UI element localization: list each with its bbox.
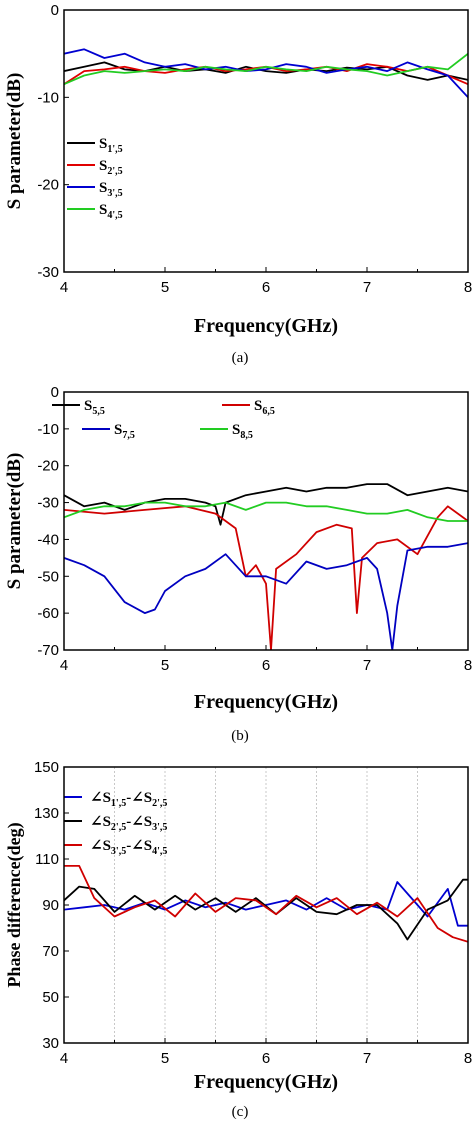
- x-tick-label-b: 4: [60, 657, 68, 674]
- y-tick-label-a: 0: [51, 2, 59, 19]
- legend-label-b-2: S6,5: [254, 398, 275, 417]
- x-tick-label-c: 4: [60, 1050, 68, 1067]
- y-tick-label-c: 30: [42, 1035, 59, 1052]
- y-tick-label-c: 150: [34, 759, 59, 776]
- legend-label-c-3: ∠S3',5-∠S4',5: [90, 838, 167, 857]
- x-tick-label-a: 7: [363, 279, 371, 296]
- legend-label-b-3: S7,5: [114, 422, 135, 441]
- series-line-b-3: [64, 542, 468, 650]
- plot-frame-a: [63, 9, 469, 273]
- caption-b: (b): [231, 728, 249, 744]
- y-tick-label-b: -10: [37, 421, 59, 438]
- panel-b: S parameter(dB) Frequency(GHz) (b) 4 5 6 7 8…: [4, 384, 472, 744]
- legend-label-c-2: ∠S2',5-∠S3',5: [90, 814, 167, 833]
- series-line-a-3: [64, 48, 468, 98]
- legend-label-a-3: S3',5: [99, 180, 123, 199]
- x-tick-label-a: 5: [161, 279, 169, 296]
- legend-label-a-2: S2',5: [99, 158, 123, 177]
- x-tick-label-b: 8: [464, 657, 472, 674]
- ylabel-b: S parameter(dB): [4, 453, 25, 590]
- panel-a: S parameter(dB) Frequency(GHz) (a) 4 5 6 7 8…: [4, 2, 472, 366]
- y-tick-label-b: 0: [51, 384, 59, 401]
- x-tick-label-b: 5: [161, 657, 169, 674]
- y-tick-label-c: 70: [42, 943, 59, 960]
- ylabel-a: S parameter(dB): [4, 73, 25, 210]
- caption-c: (c): [232, 1104, 249, 1120]
- y-tick-label-b: -30: [37, 495, 59, 512]
- series-line-b-1: [64, 483, 468, 526]
- series-line-b-4: [64, 501, 468, 522]
- y-tick-label-b: -20: [37, 458, 59, 475]
- legend-label-c-1: ∠S1',5-∠S2',5: [90, 790, 167, 809]
- plot-frame-b: [63, 391, 469, 651]
- xlabel-b: Frequency(GHz): [194, 691, 338, 713]
- y-tick-label-c: 110: [35, 851, 59, 868]
- x-tick-label-a: 6: [262, 279, 270, 296]
- panel-c: Phase difference(deg) Frequency(GHz) (c)…: [4, 759, 472, 1120]
- series-line-c-3: [64, 865, 468, 943]
- x-tick-label-a: 8: [464, 279, 472, 296]
- legend-label-a-4: S4',5: [99, 202, 123, 221]
- x-tick-label-b: 7: [363, 657, 371, 674]
- legend-label-b-4: S8,5: [232, 422, 253, 441]
- plot-frame-c: [63, 766, 469, 1044]
- y-tick-label-c: 90: [42, 897, 59, 914]
- legend-label-b-1: S5,5: [84, 398, 105, 417]
- legend-label-a-1: S1',5: [99, 136, 123, 155]
- series-line-a-4: [64, 52, 468, 86]
- xlabel-c: Frequency(GHz): [194, 1071, 338, 1093]
- x-tick-label-c: 5: [161, 1050, 169, 1067]
- y-tick-label-a: -10: [37, 89, 59, 106]
- y-tick-label-a: -30: [37, 264, 59, 281]
- ylabel-c: Phase difference(deg): [4, 822, 25, 987]
- y-tick-label-b: -70: [37, 642, 59, 659]
- y-tick-label-b: -60: [37, 605, 59, 622]
- x-tick-label-c: 8: [464, 1050, 472, 1067]
- y-tick-label-a: -20: [37, 177, 59, 194]
- caption-a: (a): [232, 350, 249, 366]
- y-tick-label-c: 50: [42, 989, 59, 1006]
- xlabel-a: Frequency(GHz): [194, 315, 338, 337]
- series-line-b-2: [64, 505, 468, 650]
- x-tick-label-c: 7: [363, 1050, 371, 1067]
- y-tick-label-c: 130: [34, 805, 59, 822]
- y-tick-label-b: -50: [37, 568, 59, 585]
- x-tick-label-b: 6: [262, 657, 270, 674]
- x-tick-label-a: 4: [60, 279, 68, 296]
- y-tick-label-b: -40: [37, 531, 59, 548]
- x-tick-label-c: 6: [262, 1050, 270, 1067]
